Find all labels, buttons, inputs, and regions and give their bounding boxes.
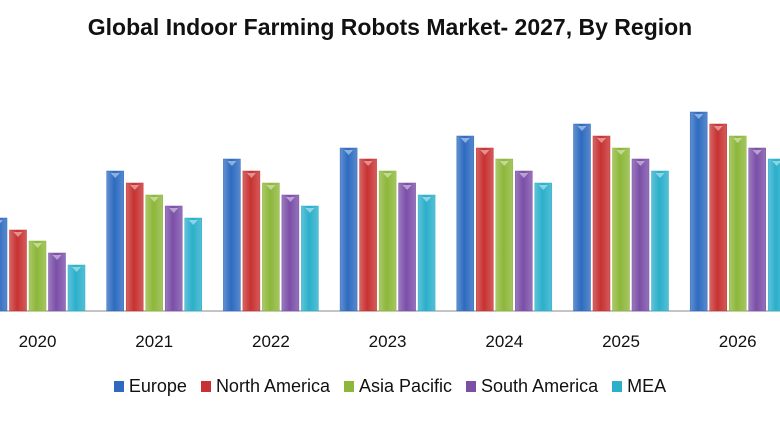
bar-highlight: [752, 150, 762, 155]
bar-highlight: [383, 173, 393, 178]
bar-europe-2021: [106, 170, 124, 312]
bar-south-america-2026: [748, 147, 766, 312]
bar-asia-pacific-2021: [145, 194, 163, 312]
bar-south-america-2023: [398, 182, 416, 312]
bar-south-america-2025: [631, 158, 650, 312]
chart-title: Global Indoor Farming Robots Market- 202…: [87, 14, 693, 40]
bar-highlight: [402, 185, 412, 190]
bar-highlight: [0, 220, 3, 224]
bar-europe-2023: [339, 147, 358, 312]
bar-north-america-2021: [125, 182, 144, 312]
bar-highlight: [305, 208, 315, 213]
bar-north-america-2020: [9, 229, 27, 312]
bar-europe-2022: [223, 158, 241, 312]
legend-label: Europe: [128, 376, 187, 396]
bar-europe-2024: [456, 135, 475, 312]
legend-swatch: [200, 381, 211, 392]
x-tick-label: 2023: [369, 332, 407, 351]
bar-highlight: [344, 150, 354, 155]
bar-mea-2024: [534, 182, 553, 312]
legend-swatch: [466, 381, 477, 392]
bar-highlight: [363, 161, 373, 166]
bar-north-america-2026: [709, 123, 727, 312]
bar-highlight: [266, 185, 276, 190]
bar-highlight: [130, 185, 140, 190]
legend-swatch: [343, 381, 354, 392]
bar-highlight: [636, 161, 645, 166]
bar-highlight: [13, 232, 23, 237]
bar-highlight: [772, 161, 780, 166]
bar-europe-2025: [573, 123, 591, 312]
bar-highlight: [655, 173, 665, 178]
legend-label: North America: [215, 376, 330, 396]
bar-asia-pacific-2025: [612, 147, 630, 312]
bar-highlight: [694, 114, 704, 119]
bar-south-america-2024: [515, 170, 533, 312]
bar-mea-2020: [67, 264, 86, 312]
bar-mea-2026: [767, 158, 780, 312]
legend-label: South America: [481, 376, 599, 396]
bar-north-america-2025: [592, 135, 611, 312]
x-tick-label: 2021: [135, 332, 173, 351]
bar-asia-pacific-2020: [28, 240, 47, 312]
legend-item: MEA: [612, 376, 666, 397]
legend-item: North America: [200, 376, 330, 397]
bar-mea-2022: [301, 205, 319, 312]
bar-highlight: [616, 150, 626, 155]
bar-highlight: [188, 220, 198, 225]
bar-europe-2026: [689, 111, 708, 312]
bar-highlight: [110, 173, 120, 178]
x-tick-label: 2024: [485, 332, 523, 351]
bar-north-america-2023: [359, 158, 377, 312]
legend-swatch: [612, 381, 623, 392]
bar-highlight: [246, 173, 256, 178]
bar-highlight: [422, 197, 432, 202]
bar-highlight: [285, 197, 295, 202]
bar-highlight: [149, 197, 159, 202]
bar-highlight: [733, 138, 743, 143]
bar-north-america-2022: [242, 170, 261, 312]
bar-highlight: [52, 255, 62, 260]
legend-swatch: [113, 381, 124, 392]
bar-highlight: [597, 138, 606, 143]
bar-highlight: [169, 208, 179, 213]
bar-highlight: [480, 150, 490, 155]
bar-north-america-2024: [476, 147, 494, 312]
x-tick-label: 2020: [19, 332, 57, 351]
bar-south-america-2021: [164, 205, 183, 312]
legend-label: Asia Pacific: [358, 376, 453, 396]
bar-asia-pacific-2026: [728, 135, 747, 312]
bar-europe-2020: [0, 217, 8, 312]
bar-highlight: [577, 126, 587, 131]
bar-asia-pacific-2024: [495, 158, 514, 312]
bar-highlight: [227, 161, 237, 166]
bar-asia-pacific-2023: [378, 170, 397, 312]
bar-south-america-2020: [48, 252, 66, 312]
bar-highlight: [519, 173, 529, 178]
x-tick-label: 2025: [602, 332, 640, 351]
bar-south-america-2022: [281, 194, 300, 312]
legend-item: Europe: [113, 376, 187, 397]
bar-highlight: [460, 138, 470, 143]
legend-item: Asia Pacific: [343, 376, 453, 397]
bar-highlight: [33, 243, 42, 248]
bar-highlight: [538, 185, 548, 190]
bar-mea-2025: [651, 170, 669, 312]
legend-label: MEA: [627, 376, 667, 396]
bar-mea-2023: [417, 194, 436, 312]
bar-asia-pacific-2022: [262, 182, 280, 312]
bar-highlight: [713, 126, 723, 131]
bar-mea-2021: [184, 217, 202, 312]
bar-highlight: [72, 267, 81, 272]
bar-highlight: [499, 161, 509, 166]
x-tick-label: 2022: [252, 332, 290, 351]
x-tick-label: 2026: [719, 332, 757, 351]
legend: Europe North America Asia Pacific South Ame…: [0, 376, 780, 397]
legend-item: South America: [466, 376, 598, 397]
